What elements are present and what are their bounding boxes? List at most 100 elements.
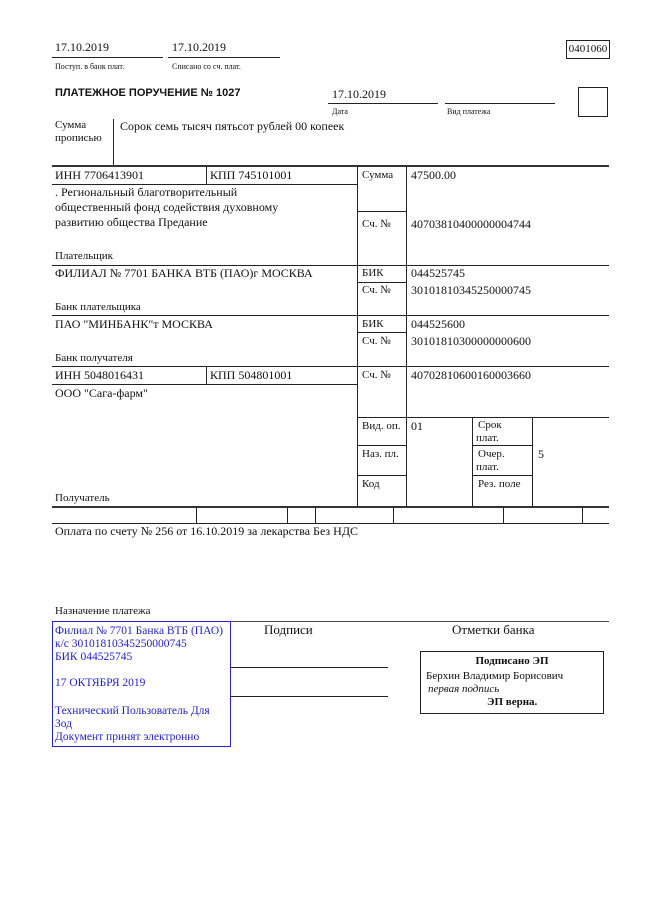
payer-bank-bik: 044525745 <box>411 266 465 280</box>
payment-type-label: Вид платежа <box>447 107 491 116</box>
divider <box>52 184 357 185</box>
payer-inn: ИНН 7706413901 <box>55 168 144 182</box>
purpose-label: Назначение платежа <box>55 605 151 617</box>
page-title: ПЛАТЕЖНОЕ ПОРУЧЕНИЕ № 1027 <box>55 87 241 99</box>
divider <box>472 445 532 446</box>
bank-stamp: Филиал № 7701 Банка ВТБ (ПАО) к/с 301018… <box>52 621 231 747</box>
payee-name: ООО "Сага-фарм" <box>55 386 148 400</box>
order-label: Очер. <box>478 448 505 460</box>
divider <box>52 366 609 367</box>
payer-bank-label: Банк плательщика <box>55 301 141 313</box>
divider <box>503 507 504 523</box>
document-date: 17.10.2019 <box>332 87 386 101</box>
payee-bank-name: ПАО "МИНБАНК"т МОСКВА <box>55 317 213 331</box>
divider <box>532 417 533 507</box>
divider <box>52 384 357 385</box>
term-label: Срок <box>478 419 502 431</box>
received-date: 17.10.2019 <box>55 40 109 54</box>
divider <box>472 417 473 507</box>
signatures-label: Подписи <box>264 622 313 637</box>
amount-words-label-2: прописью <box>55 132 102 144</box>
signature-line <box>230 696 388 697</box>
divider <box>357 475 406 476</box>
stamp-line: Зод <box>55 718 73 730</box>
payer-name-line: . Региональный благотворительный <box>55 185 238 199</box>
divider <box>582 507 583 523</box>
debited-date: 17.10.2019 <box>172 40 226 54</box>
divider <box>52 523 609 524</box>
payer-bank-name: ФИЛИАЛ № 7701 БАНКА ВТБ (ПАО)г МОСКВА <box>55 266 313 280</box>
signed-label: Подписано ЭП <box>475 655 549 667</box>
divider <box>206 366 207 384</box>
stamp-line: Документ принят электронно <box>55 731 200 743</box>
divider <box>393 507 394 523</box>
payer-kpp: КПП 745101001 <box>210 168 293 182</box>
signer-name: Берхин Владимир Борисович <box>426 670 564 682</box>
code-label: Код <box>362 478 380 490</box>
payee-bank-bik: 044525600 <box>411 317 465 331</box>
payee-bank-account-label: Сч. № <box>362 335 391 347</box>
payee-account-label: Сч. № <box>362 369 391 381</box>
payee-account: 40702810600160003660 <box>411 368 531 382</box>
payer-bank-bik-label: БИК <box>362 267 384 279</box>
status-box <box>578 87 608 117</box>
amount-words-label: Сумма <box>55 119 87 131</box>
stamp-line: Филиал № 7701 Банка ВТБ (ПАО) <box>55 625 223 637</box>
order-value: 5 <box>538 447 544 461</box>
op-type-label: Вид. оп. <box>362 420 401 432</box>
stamp-line: БИК 044525745 <box>55 651 133 663</box>
purpose-text: Оплата по счету № 256 от 16.10.2019 за л… <box>55 524 359 538</box>
payer-bank-account: 30101810345250000745 <box>411 283 531 297</box>
stamp-date: 17 ОКТЯБРЯ 2019 <box>55 677 146 689</box>
divider <box>357 166 358 507</box>
payer-name-line: развитию общества Предание <box>55 215 208 229</box>
stamp-line: к/с 30101810345250000745 <box>55 638 187 650</box>
payee-kpp: КПП 504801001 <box>210 368 293 382</box>
divider <box>472 475 532 476</box>
divider <box>168 57 280 58</box>
debited-label: Списано со сч. плат. <box>172 62 241 71</box>
stamp-line: Технический Пользователь Для <box>55 705 210 717</box>
divider <box>196 507 197 523</box>
divider <box>52 57 163 58</box>
divider <box>357 332 406 333</box>
bank-marks-box: Подписано ЭП Берхин Владимир Борисович п… <box>420 651 604 714</box>
sum-value: 47500.00 <box>411 168 456 182</box>
divider <box>357 445 406 446</box>
divider <box>357 417 609 418</box>
divider <box>206 166 207 184</box>
amount-words: Сорок семь тысяч пятьсот рублей 00 копее… <box>120 119 345 133</box>
divider <box>357 211 406 212</box>
payer-account: 40703810400000004744 <box>411 217 531 231</box>
bank-marks-label: Отметки банка <box>452 622 535 637</box>
payer-account-label: Сч. № <box>362 218 391 230</box>
payee-bank-label: Банк получателя <box>55 352 133 364</box>
payee-bank-account: 30101810300000000600 <box>411 334 531 348</box>
divider <box>328 103 438 104</box>
divider <box>113 119 114 166</box>
payer-label: Плательщик <box>55 250 113 262</box>
divider <box>52 506 609 508</box>
order-label-2: плат. <box>476 461 499 473</box>
divider <box>315 507 316 523</box>
divider <box>406 166 407 507</box>
payer-name-line: общественный фонд содействия духовному <box>55 200 279 214</box>
date-label: Дата <box>332 107 348 116</box>
payee-label: Получатель <box>55 492 110 504</box>
divider <box>287 507 288 523</box>
verified-label: ЭП верна. <box>487 696 538 708</box>
payee-bank-bik-label: БИК <box>362 318 384 330</box>
signature-type: первая подпись <box>428 683 500 695</box>
sum-label: Сумма <box>362 169 394 181</box>
divider <box>52 165 609 167</box>
reserved-label: Рез. поле <box>478 478 521 490</box>
op-type-value: 01 <box>411 419 423 433</box>
divider <box>52 621 609 622</box>
purpose-code-label: Наз. пл. <box>362 448 399 460</box>
payer-bank-account-label: Сч. № <box>362 284 391 296</box>
divider <box>52 265 609 266</box>
received-label: Поступ. в банк плат. <box>55 62 125 71</box>
form-code: 0401060 <box>566 40 610 59</box>
divider <box>52 315 609 316</box>
payee-inn: ИНН 5048016431 <box>55 368 144 382</box>
